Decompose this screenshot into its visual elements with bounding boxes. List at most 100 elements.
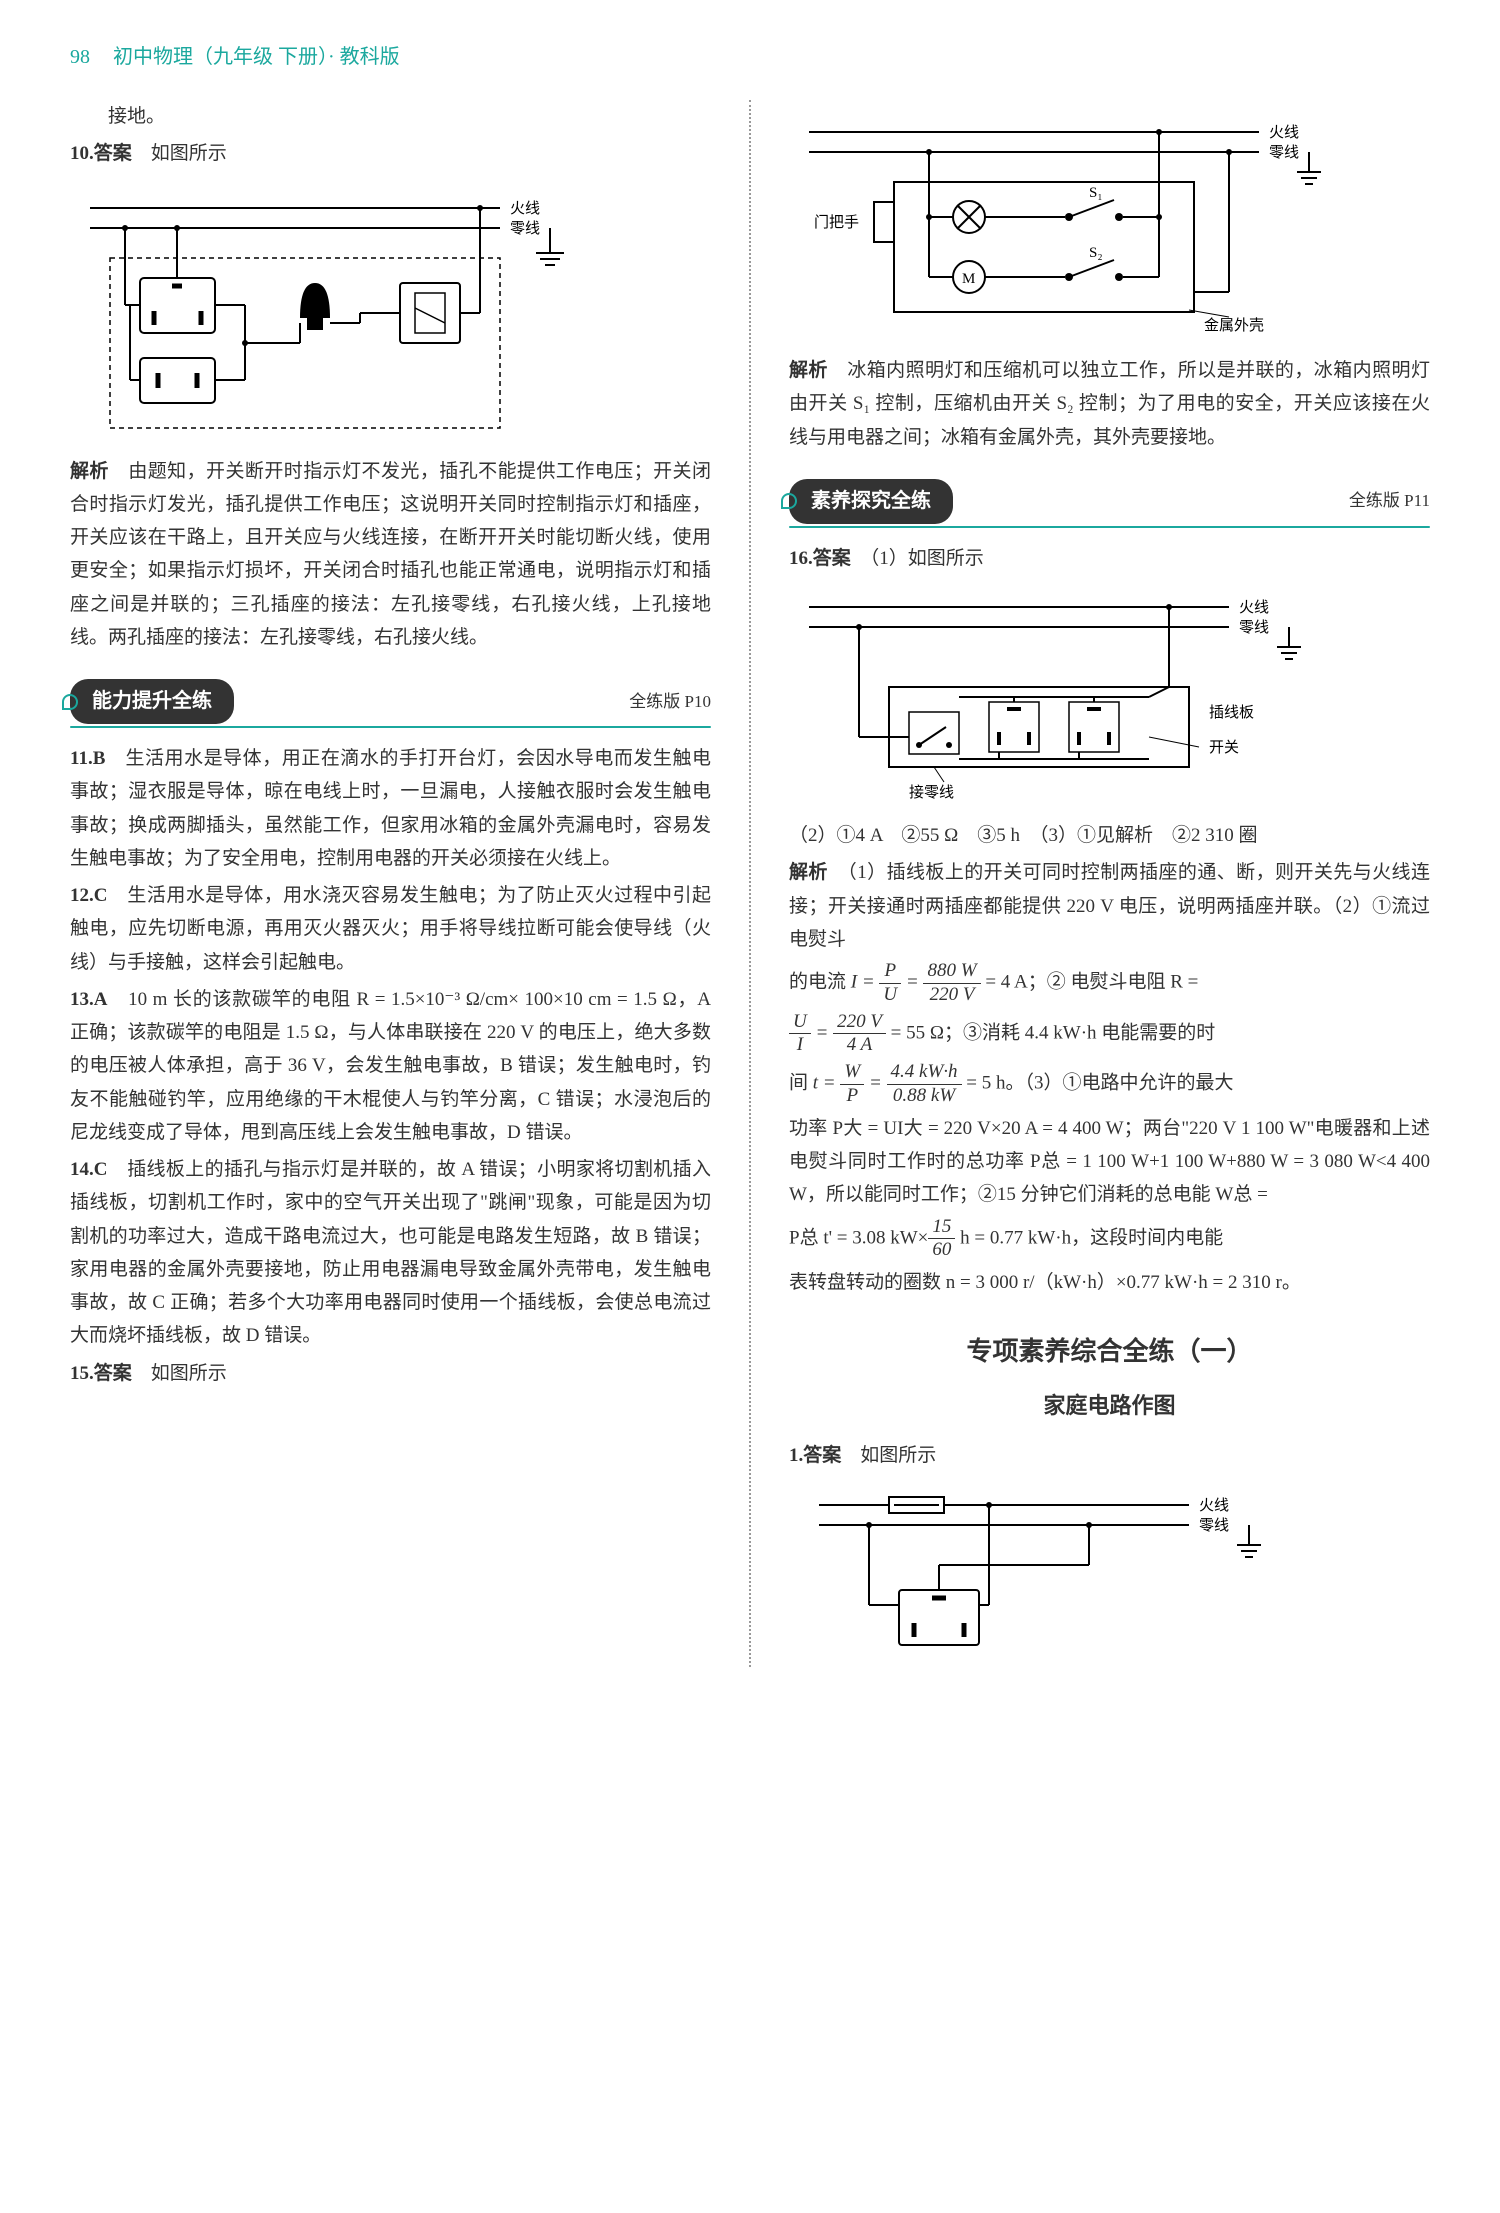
f4-result: h = 0.77 kW·h，这段时间内电能 [955,1227,1223,1248]
f1-den: U [879,984,901,1007]
svg-text:零线: 零线 [1269,144,1299,161]
banner-underline-2 [789,526,1430,528]
svg-text:S₂: S₂ [1089,245,1103,261]
sq1-answer-text: 如图所示 [860,1445,936,1466]
page-number: 98 [70,40,90,75]
q16-formula-line-4: P总 t' = 3.08 kW×1560 h = 0.77 kW·h，这段时间内… [789,1216,1430,1263]
q15-answer-label: 答案 [94,1363,132,1384]
svg-text:零线: 零线 [1199,1517,1229,1534]
f2-eq: = [811,1022,833,1043]
svg-text:S₁: S₁ [1089,185,1103,201]
banner-competence: 素养探究全练 全练版 P11 [789,479,1430,524]
q16-explain-p1: （1）插线板上的开关可同时控制两插座的通、断，则开关先与火线连接；开关接通时两插… [789,862,1430,950]
question-16: 16.答案 （1）如图所示 [789,542,1430,575]
svg-text:插线板: 插线板 [1209,703,1254,721]
q14-ans: C [94,1159,108,1180]
svg-text:火线: 火线 [1239,599,1269,616]
q15-num: 15. [70,1363,94,1384]
q16-formula-line-1: 的电流 I = PU = 880 W220 V = 4 A；② 电熨斗电阻 R … [789,960,1430,1007]
q12-num: 12. [70,885,94,906]
q16-num: 16. [789,548,813,569]
question-15: 15.答案 如图所示 [70,1357,711,1390]
question-10: 10.答案 如图所示 [70,137,711,170]
question-12: 12.C 生活用水是导体，用水浇灭容易发生触电；为了防止灭火过程中引起触电，应先… [70,879,711,979]
page-header: 98 初中物理（九年级 下册）· 教科版 [70,40,1430,75]
f1-num: P [879,960,901,984]
f3b-num: 4.4 kW·h [887,1061,962,1085]
banner-competence-ref: 全练版 P11 [1349,486,1430,516]
f4-prefix: P总 t' = 3.08 kW× [789,1227,928,1248]
banner-ability: 能力提升全练 全练版 P10 [70,679,711,724]
f4-den: 60 [928,1239,955,1262]
banner-ability-title: 能力提升全练 [70,679,234,724]
header-title: 初中物理（九年级 下册）· 教科版 [113,46,400,68]
question-13: 13.A 10 m 长的该款碳竿的电阻 R = 1.5×10⁻³ Ω/cm× 1… [70,983,711,1149]
f2b-den: 4 A [833,1034,886,1057]
f1-result: = 4 A；② 电熨斗电阻 R = [981,972,1199,993]
sq1-answer-label: 答案 [803,1445,841,1466]
q13-ans: A [94,989,108,1010]
top-line: 接地。 [70,100,711,133]
f1-prefix: 的电流 [789,972,851,993]
q13-text: 10 m 长的该款碳竿的电阻 R = 1.5×10⁻³ Ω/cm× 100×10… [70,989,711,1143]
q16-diagram: 火线 零线 插线板 开关 [789,587,1430,807]
f1b-den: 220 V [923,984,980,1007]
svg-text:火线: 火线 [1269,124,1299,141]
q15-explain-label: 解析 [789,360,828,381]
q12-text: 生活用水是导体，用水浇灭容易发生触电；为了防止灭火过程中引起触电，应先切断电源，… [70,885,711,973]
q14-num: 14. [70,1159,94,1180]
f1-eq2: = [901,972,923,993]
q10-answer-text: 如图所示 [151,143,227,164]
f2-frac2: 220 V4 A [833,1011,886,1058]
q10-num: 10. [70,143,94,164]
svg-text:开关: 开关 [1209,739,1239,756]
f1-eq: I = [851,972,880,993]
q16-p1: （1）如图所示 [870,548,984,569]
f3-eq: t = [813,1073,841,1094]
hot-label: 火线 [510,200,540,217]
q12-ans: C [94,885,108,906]
q14-text: 插线板上的插孔与指示灯是并联的，故 A 错误；小明家将切割机插入插线板，切割机工… [70,1159,711,1346]
special-title: 专项素养综合全练（一） [789,1329,1430,1375]
left-column: 接地。 10.答案 如图所示 火线 零线 [70,100,751,1667]
question-14: 14.C 插线板上的插孔与指示灯是并联的，故 A 错误；小明家将切割机插入插线板… [70,1153,711,1353]
q15-explain: 解析 冰箱内照明灯和压缩机可以独立工作，所以是并联的，冰箱内照明灯由开关 S₁ … [789,354,1430,454]
f1-frac: PU [879,960,901,1007]
question-11: 11.B 生活用水是导体，用正在滴水的手打开台灯，会因水导电而发生触电事故；湿衣… [70,742,711,875]
f3-prefix: 间 [789,1073,813,1094]
q16-explain: 解析 （1）插线板上的开关可同时控制两插座的通、断，则开关先与火线连接；开关接通… [789,856,1430,956]
q11-text: 生活用水是导体，用正在滴水的手打开台灯，会因水导电而发生触电事故；湿衣服是导体，… [70,748,711,869]
f3-frac2: 4.4 kW·h0.88 kW [887,1061,962,1108]
f3-num: W [840,1061,864,1085]
q10-explain: 解析 由题知，开关断开时指示灯不发光，插孔不能提供工作电压；开关闭合时指示灯发光… [70,455,711,655]
q15-explain-text: 冰箱内照明灯和压缩机可以独立工作，所以是并联的，冰箱内照明灯由开关 S₁ 控制，… [789,360,1430,448]
f3-result: = 5 h。（3）①电路中允许的最大 [962,1073,1234,1094]
neutral-label: 零线 [510,220,540,237]
sq1-diagram: 火线 零线 [789,1485,1430,1655]
svg-text:火线: 火线 [1199,1497,1229,1514]
f2-num: U [789,1011,811,1035]
svg-text:零线: 零线 [1239,619,1269,636]
banner-ability-ref: 全练版 P10 [629,687,711,717]
q16-p2: （2）①4 A ②55 Ω ③5 h （3）①见解析 ②2 310 圈 [789,819,1430,852]
q16-formula-line-3: 间 t = WP = 4.4 kW·h0.88 kW = 5 h。（3）①电路中… [789,1061,1430,1108]
q16-explain-label: 解析 [789,862,828,883]
sq1-num: 1. [789,1445,803,1466]
q10-diagram: 火线 零线 [70,183,711,443]
q10-answer-label: 答案 [94,143,132,164]
f3-eq2: = [864,1073,886,1094]
q16-explain-p2a: 功率 P大 = UI大 = 220 V×20 A = 4 400 W；两台"22… [789,1112,1430,1212]
svg-text:接零线: 接零线 [909,784,954,801]
special-q1: 1.答案 如图所示 [789,1439,1430,1472]
f1-frac2: 880 W220 V [923,960,980,1007]
svg-text:门把手: 门把手 [814,214,859,231]
f2-frac: UI [789,1011,811,1058]
f2b-num: 220 V [833,1011,886,1035]
q13-num: 13. [70,989,94,1010]
f4-num: 15 [928,1216,955,1240]
f2-result: = 55 Ω；③消耗 4.4 kW·h 电能需要的时 [886,1022,1215,1043]
q11-num: 11. [70,748,93,769]
q16-answer-label: 答案 [813,548,851,569]
q10-explain-text: 由题知，开关断开时指示灯不发光，插孔不能提供工作电压；开关闭合时指示灯发光，插孔… [70,461,711,648]
f2-den: I [789,1034,811,1057]
